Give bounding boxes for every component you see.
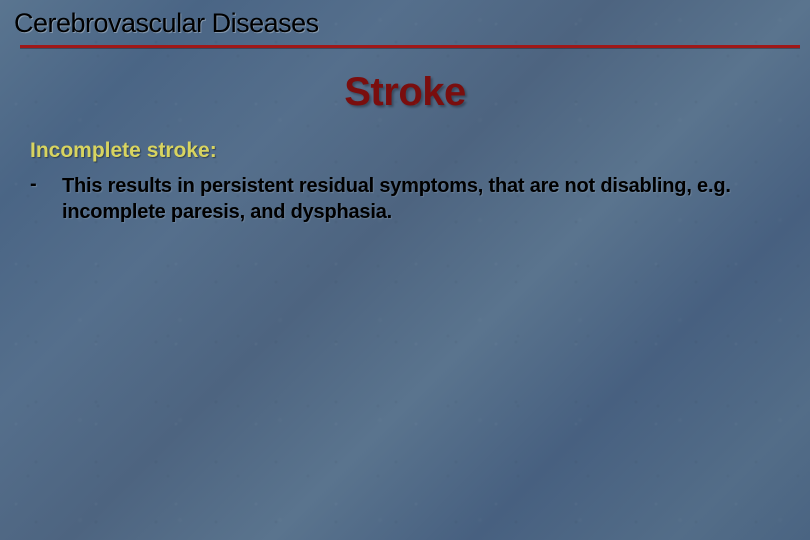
- bullet-text: This results in persistent residual symp…: [62, 173, 780, 225]
- slide-container: Cerebrovascular Diseases Stroke Incomple…: [0, 0, 810, 540]
- header-section: Cerebrovascular Diseases: [0, 0, 810, 48]
- slide-header: Cerebrovascular Diseases: [14, 8, 810, 39]
- bullet-item: - This results in persistent residual sy…: [30, 173, 780, 225]
- header-divider: [20, 45, 800, 48]
- bullet-marker: -: [30, 173, 62, 196]
- slide-title: Stroke: [0, 70, 810, 115]
- content-area: Incomplete stroke: - This results in per…: [0, 115, 810, 225]
- subheading: Incomplete stroke:: [30, 139, 780, 163]
